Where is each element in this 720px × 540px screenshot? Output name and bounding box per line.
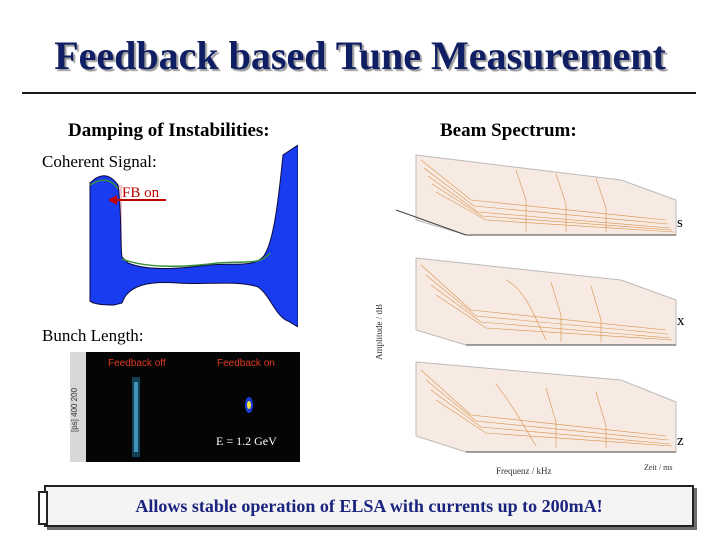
fb-on-arrow	[112, 199, 166, 201]
plane-label-x: x	[677, 313, 685, 329]
summary-banner: Allows stable operation of ELSA with cur…	[38, 485, 694, 527]
summary-text: Allows stable operation of ELSA with cur…	[135, 495, 603, 516]
signal-envelope-edge	[89, 179, 271, 267]
spectrum-panel-z	[415, 361, 677, 453]
coherent-signal-label: Coherent Signal:	[42, 152, 157, 171]
coherent-signal-plot	[89, 145, 298, 327]
spectrum-xlabel: Frequenz / kHz	[496, 466, 551, 476]
title-divider	[22, 92, 696, 94]
slide-title: Feedback based Tune Measurement	[54, 33, 666, 78]
bunch-time-axis: [ps] 400 200	[70, 352, 86, 462]
signal-envelope	[89, 145, 298, 327]
damping-heading: Damping of Instabilities:	[68, 120, 270, 141]
bunch-streaks	[132, 377, 253, 457]
feedback-on-caption: Feedback on	[217, 358, 275, 369]
spectrum-zlabel: Zeit / ms	[644, 463, 672, 472]
spectrum-panel-x	[415, 257, 677, 346]
fb-on-label: FB on	[122, 185, 160, 201]
feedback-off-caption: Feedback off	[108, 358, 166, 369]
beam-energy-label: E = 1.2 GeV	[216, 434, 277, 448]
bunch-length-image: [ps] 400 200 Feedback off Feedback on E …	[70, 352, 300, 462]
spectrum-heading: Beam Spectrum:	[440, 120, 577, 141]
plane-label-s: s	[677, 215, 683, 231]
spectrum-ylabel: Amplitude / dB	[376, 304, 384, 360]
beam-spectrum-plot: Amplitude / dB Frequenz / kHz Zeit / ms	[376, 154, 677, 476]
plane-label-z: z	[677, 433, 684, 449]
spectrum-panel-s	[395, 154, 677, 236]
bunch-length-label: Bunch Length:	[42, 326, 144, 345]
